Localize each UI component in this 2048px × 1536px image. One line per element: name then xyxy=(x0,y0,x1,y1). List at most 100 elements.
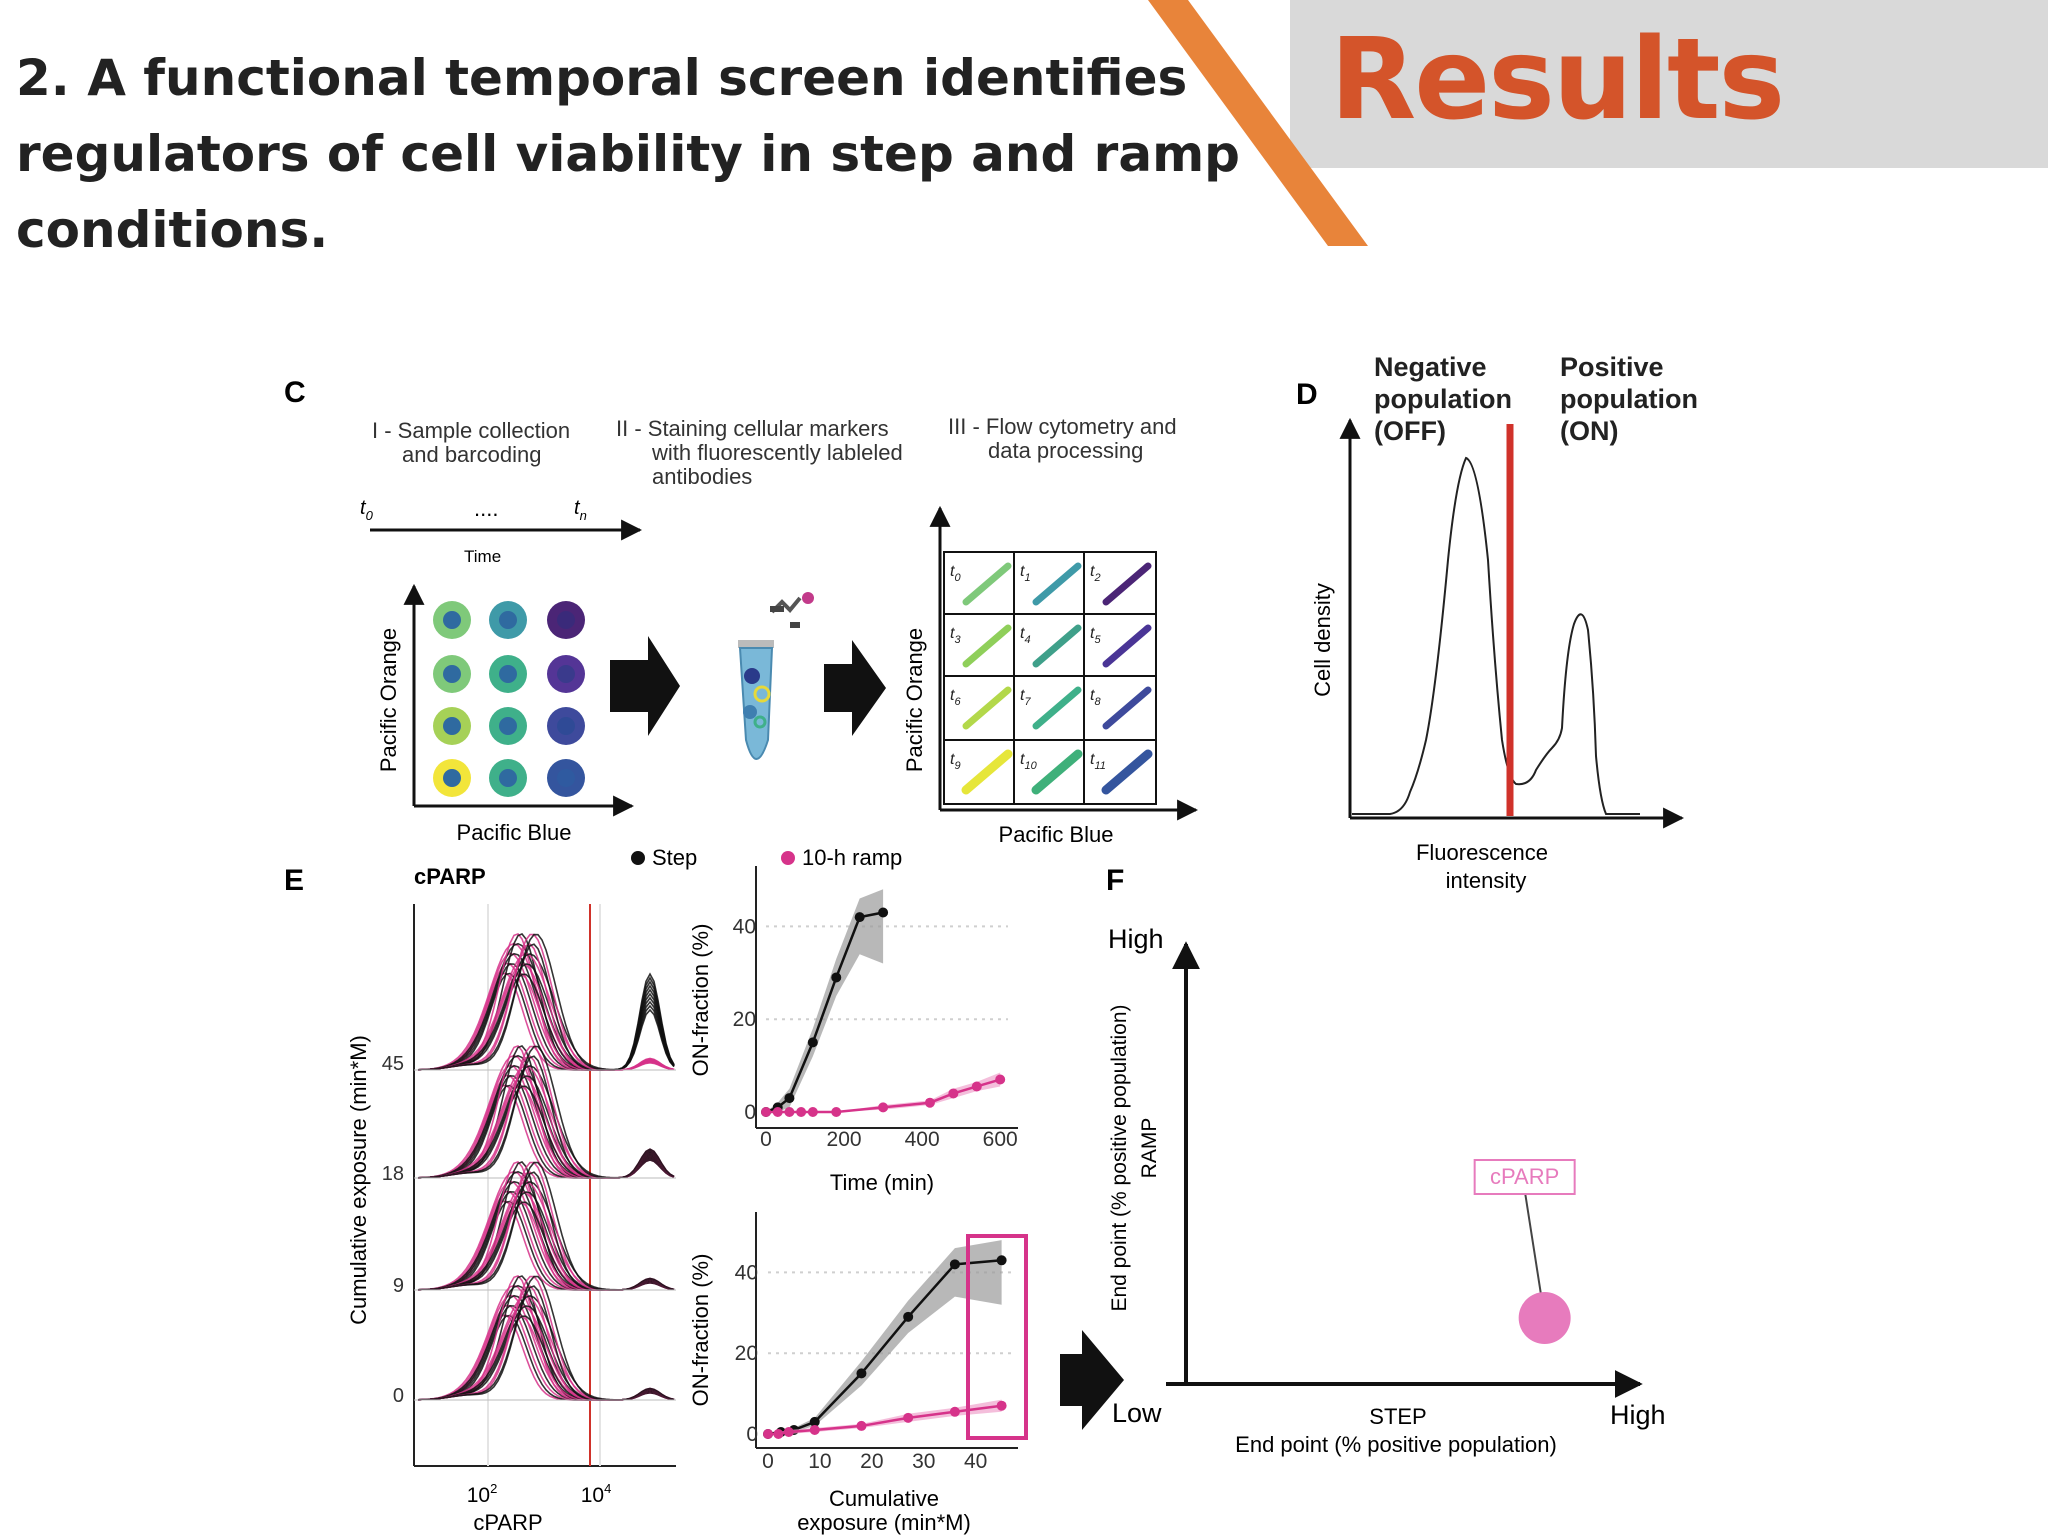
density-x-label-1: Fluorescence xyxy=(1416,840,1548,865)
on-fraction-exposure-chart: 0 20 40 0 10 20 30 40 ON-fraction (%) Cumulativ… xyxy=(688,1212,1028,1535)
x-tick-label: 0 xyxy=(762,1450,774,1473)
top-chart-y-label: ON-fraction (%) xyxy=(688,924,713,1077)
series-point xyxy=(854,912,865,923)
series-point xyxy=(809,1416,820,1427)
series-point xyxy=(948,1088,959,1099)
step2-line2: with fluorescently lableled xyxy=(651,440,903,465)
section-title: Results xyxy=(1330,15,1785,145)
series-point xyxy=(763,1429,773,1439)
negative-line3: (OFF) xyxy=(1374,416,1446,446)
top-chart-x-label: Time (min) xyxy=(830,1170,934,1195)
flow-cell-population xyxy=(962,686,1012,730)
ridge-trace xyxy=(417,1161,675,1291)
flow-cell-label: t8 xyxy=(1090,687,1101,708)
f-y-low: Low xyxy=(1112,1398,1162,1428)
step2-line1: II - Staining cellular markers xyxy=(616,416,889,441)
flow-cell-label: t0 xyxy=(950,563,961,584)
ridge-curves xyxy=(414,932,676,1401)
ridge-trace xyxy=(417,933,675,1071)
legend-ramp-label: 10-h ramp xyxy=(802,845,902,870)
positive-line1: Positive xyxy=(1560,352,1664,382)
f-point-label: cPARP xyxy=(1490,1164,1559,1189)
f-x-high: High xyxy=(1610,1400,1666,1430)
ridge-x-label: cPARP xyxy=(473,1510,542,1535)
series-point xyxy=(831,1107,842,1117)
flow-cell-label: t3 xyxy=(950,625,961,646)
flow-cell-label: t9 xyxy=(950,751,961,772)
ridge-title: cPARP xyxy=(414,864,486,889)
endpoint-highlight-box xyxy=(966,1234,1028,1440)
to-panel-f-arrow xyxy=(1060,1330,1124,1430)
barcode-dot-grid xyxy=(433,601,585,797)
flow-cell-population xyxy=(1102,686,1152,730)
series-point xyxy=(878,907,889,918)
staining-tube-illustration xyxy=(738,592,814,760)
time-dots: .... xyxy=(474,496,498,521)
series-band xyxy=(766,889,884,1112)
step1-line2: and barcoding xyxy=(402,442,541,467)
panel-e: E cPARP Step 10-h ramp 45 18 9 0 Cumulat… xyxy=(284,845,1124,1535)
f-x-label-1: STEP xyxy=(1369,1404,1426,1429)
x-tick-label: 200 xyxy=(827,1128,862,1151)
panel-c: C I - Sample collection and barcoding II… xyxy=(284,376,1199,847)
flow-x-label: Pacific Blue xyxy=(999,822,1114,847)
ridge-trace xyxy=(417,1275,675,1401)
ridge-trace xyxy=(417,1161,675,1291)
density-x-label-2: intensity xyxy=(1446,868,1527,893)
flow-cell-label: t1 xyxy=(1020,563,1031,584)
f-y-high: High xyxy=(1108,924,1164,954)
panel-f-label: F xyxy=(1106,864,1124,897)
legend-ramp-dot xyxy=(781,851,795,865)
flow-cell-population xyxy=(1031,749,1083,795)
barcode-y-label: Pacific Orange xyxy=(376,628,401,772)
flow-cell-label: t2 xyxy=(1090,563,1101,584)
flow-cell-population xyxy=(1102,562,1152,606)
flow-cell-population xyxy=(962,624,1012,668)
panel-d-label: D xyxy=(1296,378,1318,411)
flow-grid-cells: t0 t1 t2 t3 t4 t5 t6 t7 t8 t9 t10 t11 xyxy=(950,562,1153,795)
y-tick-label: 40 xyxy=(735,1261,758,1284)
flow-cell-population xyxy=(1032,562,1082,606)
negative-line2: population xyxy=(1374,384,1512,414)
ridge-level-45: 45 xyxy=(382,1053,404,1075)
time-start-label: t0 xyxy=(360,497,374,523)
flow-cell-label: t10 xyxy=(1020,751,1038,772)
barcode-col-2 xyxy=(489,601,527,797)
flow-cell-population xyxy=(962,562,1012,606)
ridge-xtick-2: 104 xyxy=(581,1481,612,1507)
series-point xyxy=(807,1037,818,1048)
series-point xyxy=(856,1368,867,1379)
series-point xyxy=(971,1081,982,1092)
y-tick-label: 0 xyxy=(746,1423,758,1446)
f-x-label-2: End point (% positive population) xyxy=(1235,1432,1557,1457)
ridge-xtick-1: 102 xyxy=(467,1481,498,1507)
series-point xyxy=(878,1102,889,1113)
ridge-trace xyxy=(417,1274,675,1401)
series-point xyxy=(903,1311,914,1322)
ridge-y-label: Cumulative exposure (min*M) xyxy=(346,1035,371,1325)
density-y-label: Cell density xyxy=(1310,583,1335,697)
x-tick-label: 30 xyxy=(912,1450,935,1473)
series-point xyxy=(773,1429,784,1439)
series-point xyxy=(831,972,842,983)
f-point-label-box xyxy=(1473,1159,1576,1195)
positive-line3: (ON) xyxy=(1560,416,1618,446)
step3-line1: III - Flow cytometry and xyxy=(948,414,1177,439)
bottom-chart-y-label: ON-fraction (%) xyxy=(688,1254,713,1407)
banner-stripe xyxy=(1148,0,1368,246)
bottom-chart-x-label-1: Cumulative xyxy=(829,1486,939,1511)
flow-cell-population xyxy=(1032,686,1082,730)
flow-cell-label: t5 xyxy=(1090,625,1101,646)
flow-arrow-1 xyxy=(610,636,680,736)
series-point xyxy=(903,1412,914,1423)
series-point xyxy=(784,1093,795,1104)
flow-cell-population xyxy=(1032,624,1082,668)
bottom-chart-x-label-2: exposure (min*M) xyxy=(797,1510,971,1535)
series-point xyxy=(761,1107,771,1117)
time-axis-title: Time xyxy=(464,547,501,566)
series-point xyxy=(784,1107,795,1117)
y-tick-label: 20 xyxy=(735,1342,758,1365)
x-tick-label: 10 xyxy=(808,1450,831,1473)
flow-cell-label: t7 xyxy=(1020,687,1031,708)
time-end-label: tn xyxy=(574,497,587,523)
